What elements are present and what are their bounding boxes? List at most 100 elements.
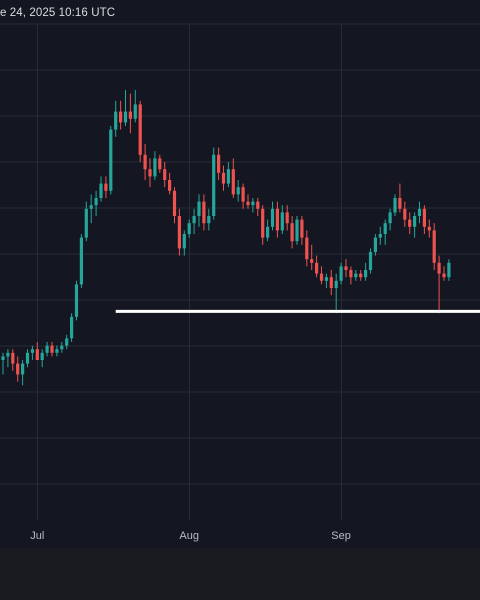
candle-body [192,216,196,224]
candle [207,208,211,231]
candle-body [45,345,49,353]
candle-body [109,129,113,191]
candle-body [359,273,363,278]
candle-body [119,111,123,123]
candle-body [25,352,30,364]
candle-body [241,187,245,202]
candle-body [354,273,358,278]
bottom-panel [0,548,480,600]
candle [275,201,279,238]
candle [65,334,69,350]
candle [359,270,363,281]
candle-body [1,356,5,360]
candle [50,342,54,357]
candle-body [217,154,221,173]
candle-body [221,172,226,184]
candle [349,266,353,285]
candle [388,208,392,231]
candle [373,234,377,256]
candle [16,356,20,382]
candle-body [163,169,167,180]
candle [368,248,373,274]
candle [212,147,216,220]
candle-body [138,104,142,155]
candle [383,219,387,245]
candle [60,342,64,353]
candle-body [349,270,353,278]
candle [187,219,191,238]
candle-body [427,226,431,231]
candle [261,205,265,245]
candle [270,201,275,231]
candle [241,183,245,209]
candle [70,313,74,342]
candle-body [413,216,417,227]
candle-body [153,158,157,177]
candle-body [55,349,59,353]
candle-body [295,219,299,242]
candle-body [50,345,54,353]
candle-body [270,208,275,227]
candle [6,349,10,368]
candle-body [177,216,181,249]
candle [285,205,289,231]
candle [408,212,412,234]
x-axis: JulAugSepO [30,530,351,542]
candle-body [89,205,93,209]
candle [295,216,299,245]
candle [437,255,441,314]
candle-body [300,219,304,238]
candle [94,190,98,216]
candle [123,90,128,126]
candle-body [99,183,103,198]
candle [393,194,397,216]
candle [104,176,108,198]
candle [256,198,260,216]
candle-body [16,363,20,375]
candle [172,187,177,224]
candle [1,352,5,375]
candle [192,208,196,234]
candle [35,342,39,360]
candle-body [197,201,201,216]
candle-body [60,345,64,350]
candle [84,201,88,242]
candle [442,266,446,281]
candle-body [172,190,177,216]
candle [334,273,338,314]
x-tick-label: Aug [179,530,199,542]
candle [40,349,44,368]
candle-body [344,266,348,270]
candlestick-chart[interactable]: JulAugSepO [0,0,480,548]
candle [202,194,206,231]
candle-body [207,216,211,224]
candle-body [275,208,279,231]
candle [119,100,123,130]
candle-body [334,280,338,288]
candle [197,194,201,227]
candle-body [364,270,368,278]
candle-body [408,219,412,227]
candle [79,234,83,288]
candle-body [84,208,88,238]
candle-body [74,284,79,317]
candle [417,201,422,224]
candle-body [226,169,230,184]
candle [158,154,162,173]
candle-body [398,198,402,209]
candle [246,194,250,209]
candle [153,151,157,180]
candle-body [310,259,314,263]
candle-body [437,262,441,274]
candle-body [212,154,216,216]
candle-body [315,262,319,274]
candle-body [246,201,250,206]
candle-body [368,252,373,270]
candle [217,147,221,180]
candle [163,162,167,188]
candle [148,158,152,188]
candle-body [422,208,426,227]
candle [45,342,49,357]
grid [0,23,480,520]
candle [25,349,30,368]
